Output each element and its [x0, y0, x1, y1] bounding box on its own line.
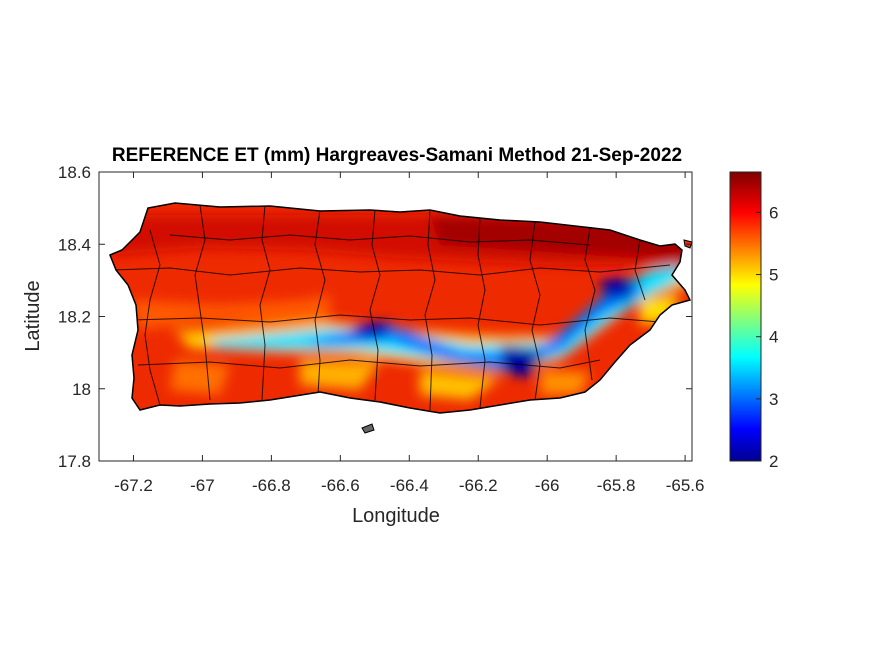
y-tick-label: 18 [72, 380, 91, 399]
y-tick-label: 18.2 [58, 308, 91, 327]
x-tick-label: -66.2 [459, 476, 498, 495]
chart-title: REFERENCE ET (mm) Hargreaves-Samani Meth… [112, 145, 682, 166]
colorbar [729, 171, 762, 462]
x-axis-ticks: -67.2 -67 -66.8 -66.6 -66.4 -66.2 -66 -65.8 -65.… [114, 172, 704, 495]
y-tick-label: 17.8 [58, 452, 91, 471]
x-tick-label: -66.8 [252, 476, 291, 495]
colorbar-tick-label: 6 [769, 203, 778, 222]
colorbar-ticks: 2 3 4 5 6 [756, 203, 778, 471]
x-tick-label: -66 [535, 476, 560, 495]
caja-de-muertos-islet [361, 423, 375, 434]
y-axis-label: Latitude [22, 280, 44, 351]
y-axis-ticks: 17.8 18 18.2 18.4 18.6 [58, 163, 692, 471]
colorbar-tick-label: 5 [769, 266, 778, 285]
x-tick-label: -67 [190, 476, 215, 495]
x-axis-label: Longitude [352, 505, 440, 527]
y-tick-label: 18.4 [58, 235, 91, 254]
x-tick-label: -66.4 [390, 476, 429, 495]
x-tick-label: -65.6 [666, 476, 705, 495]
y-tick-label: 18.6 [58, 163, 91, 182]
municipality-boundaries [111, 204, 671, 411]
colorbar-tick-label: 4 [769, 328, 778, 347]
et-heatmap [110, 203, 690, 413]
colorbar-tick-label: 3 [769, 390, 778, 409]
x-tick-label: -67.2 [114, 476, 153, 495]
x-tick-label: -66.6 [321, 476, 360, 495]
colorbar-tick-label: 2 [769, 452, 778, 471]
x-tick-label: -65.8 [597, 476, 636, 495]
